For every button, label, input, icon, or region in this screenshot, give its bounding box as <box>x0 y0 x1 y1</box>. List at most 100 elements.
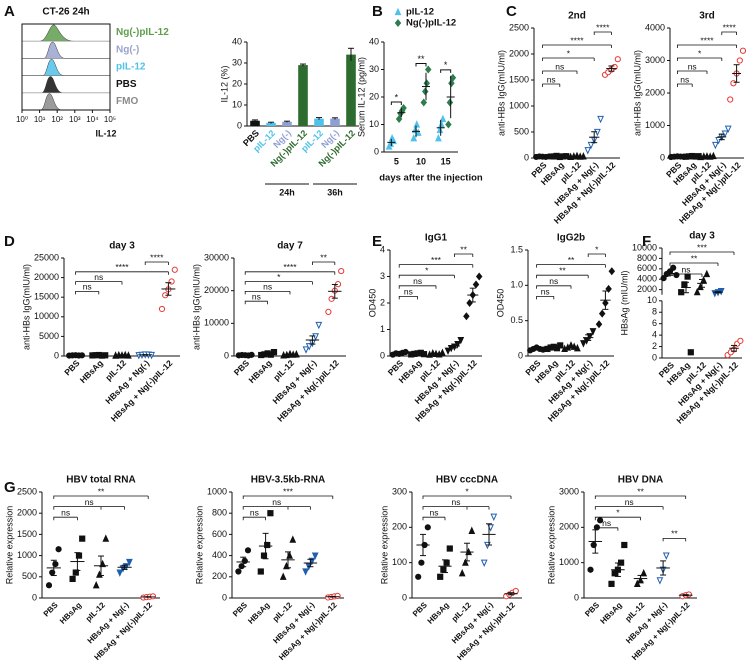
sig-label: ns <box>680 74 689 84</box>
sig-label: ** <box>671 529 678 539</box>
sig-label: * <box>465 486 469 496</box>
sig-label: * <box>425 265 429 275</box>
x-tick-label: 10⁰ <box>16 115 28 124</box>
y-tick-label: 10 <box>232 99 242 109</box>
sig-bracket <box>75 271 169 275</box>
sig-label: ns <box>541 287 550 297</box>
x-tick-label: HBsAg <box>246 358 273 385</box>
x-tick-label: 10¹ <box>34 115 46 124</box>
data-point <box>670 264 677 271</box>
y-tick-label: 0 <box>224 350 229 360</box>
y-tick-label: 0.5 <box>510 315 523 325</box>
data-point <box>279 572 287 580</box>
y-tick-label: 2000 <box>509 48 529 58</box>
data-point <box>457 337 465 345</box>
sig-bracket <box>242 506 311 510</box>
chart-title: HBV DNA <box>618 475 664 486</box>
data-point <box>235 568 242 575</box>
data-point <box>415 573 422 580</box>
data-point <box>466 299 473 307</box>
sig-bracket <box>244 271 336 275</box>
legend-label: pIL-12 <box>116 62 146 73</box>
sig-bracket <box>398 264 474 268</box>
sig-bracket <box>536 285 572 289</box>
y-tick-label: 200 <box>392 522 407 532</box>
data-point <box>681 281 688 288</box>
sig-bracket <box>244 300 268 305</box>
chart-title: IgG1 <box>425 233 448 244</box>
x-tick-label: 15 <box>441 156 451 166</box>
y-tick-label: 200 <box>212 571 227 581</box>
data-point <box>468 526 476 534</box>
data-point <box>425 65 432 74</box>
sig-label: * <box>616 507 620 517</box>
y-tick-label: 0 <box>402 592 407 602</box>
data-point <box>472 280 480 289</box>
x-tick-label: 10⁵ <box>104 115 116 124</box>
y-tick-label: 2000 <box>559 522 579 532</box>
data-point <box>436 125 444 134</box>
sig-bracket <box>144 261 169 265</box>
data-point <box>395 115 403 123</box>
sig-label: **** <box>723 22 737 32</box>
sig-bracket <box>75 281 123 285</box>
y-tick-label: 10000 <box>632 242 657 252</box>
y-axis-label: Relative expression <box>4 506 14 585</box>
sig-bracket <box>662 538 687 542</box>
sig-label: ns <box>602 518 611 528</box>
x-tick-label: HBsAg <box>78 358 105 385</box>
plot-frame <box>21 23 111 111</box>
panel-letter: G <box>4 479 16 496</box>
x-tick-label: 10⁴ <box>86 115 99 124</box>
legend-label: PBS <box>116 79 137 90</box>
bar <box>282 121 292 126</box>
legend-label: Ng(-)pIL-12 <box>406 18 456 29</box>
data-point <box>418 559 425 566</box>
bar <box>250 120 260 126</box>
y-tick-label: 1.0 <box>510 280 523 290</box>
sig-label: ns <box>549 276 558 286</box>
data-point <box>608 580 615 587</box>
data-point <box>338 267 345 275</box>
y-tick-label: 40 <box>369 36 379 46</box>
y-tick-label: 3 <box>380 271 385 281</box>
y-axis-label: anti-HBs IgG(mIU/ml) <box>496 50 506 136</box>
data-point <box>449 73 457 82</box>
sig-label: ns <box>430 507 439 517</box>
data-point <box>462 558 469 566</box>
panel-letter: B <box>372 3 383 20</box>
y-tick-label: 20000 <box>204 285 229 295</box>
sig-label: ** <box>691 253 698 263</box>
sig-bracket <box>542 70 578 74</box>
sig-bracket <box>542 83 561 87</box>
sig-bracket <box>390 101 402 105</box>
y-tick-label: 1000 <box>645 120 665 130</box>
data-point <box>446 98 454 107</box>
data-point <box>410 133 418 142</box>
chart-title: day 3 <box>109 241 135 252</box>
y-axis-label: anti-HBs IgG(mIU/ml) <box>21 264 31 350</box>
sig-label: ** <box>320 252 327 262</box>
x-tick-label: PBS <box>42 600 60 618</box>
sig-label: ** <box>637 486 644 496</box>
data-point <box>587 566 594 573</box>
sig-label: ** <box>417 54 425 64</box>
legend-label: Ng(-) <box>116 44 139 55</box>
chart-title: 3rd <box>699 11 715 22</box>
y-tick-label: 8000 <box>637 253 657 263</box>
sig-bracket <box>53 506 125 510</box>
data-point <box>312 333 319 341</box>
y-axis-label: IL-12 (%) <box>219 65 229 102</box>
data-point <box>710 151 717 160</box>
sig-label: ns <box>682 264 691 274</box>
data-point <box>293 350 300 358</box>
x-axis-label: days after the injection <box>379 173 483 184</box>
y-tick-label: 500 <box>514 126 529 136</box>
y-axis-label: OD450 <box>367 289 377 318</box>
group-label: 24h <box>279 187 295 197</box>
data-point <box>69 575 76 583</box>
sig-bracket <box>53 516 78 521</box>
data-point <box>712 141 719 150</box>
x-tick-label: PBS <box>411 600 429 618</box>
x-tick-label: HBsAg <box>58 600 83 625</box>
